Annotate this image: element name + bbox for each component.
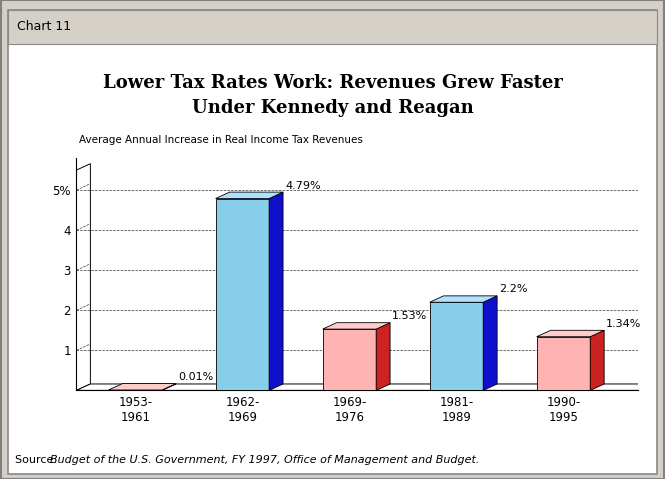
Polygon shape (376, 323, 390, 390)
Polygon shape (537, 331, 604, 337)
Polygon shape (269, 192, 283, 390)
Bar (430, 302, 483, 390)
Text: 2.2%: 2.2% (499, 284, 528, 294)
Text: 4.79%: 4.79% (285, 181, 321, 191)
Bar (537, 337, 591, 390)
Polygon shape (591, 331, 604, 390)
Polygon shape (626, 14, 649, 36)
Polygon shape (430, 296, 497, 302)
Text: Average Annual Increase in Real Income Tax Revenues: Average Annual Increase in Real Income T… (79, 135, 363, 145)
Polygon shape (76, 164, 90, 390)
Polygon shape (483, 296, 497, 390)
Text: Chart 11: Chart 11 (17, 20, 70, 34)
Text: 1.34%: 1.34% (606, 319, 642, 329)
Bar (323, 329, 376, 390)
Text: Lower Tax Rates Work: Revenues Grew Faster
Under Kennedy and Reagan: Lower Tax Rates Work: Revenues Grew Fast… (102, 74, 563, 117)
Polygon shape (215, 192, 283, 198)
Text: 0.01%: 0.01% (178, 372, 213, 382)
Text: 1.53%: 1.53% (392, 311, 428, 321)
Polygon shape (635, 35, 640, 40)
Text: Budget of the U.S. Government, FY 1997, Office of Management and Budget.: Budget of the U.S. Government, FY 1997, … (50, 455, 479, 465)
Bar (215, 198, 269, 390)
Polygon shape (76, 384, 652, 390)
Polygon shape (162, 384, 176, 390)
Polygon shape (108, 384, 176, 390)
Polygon shape (323, 323, 390, 329)
Text: Source:: Source: (15, 455, 64, 465)
